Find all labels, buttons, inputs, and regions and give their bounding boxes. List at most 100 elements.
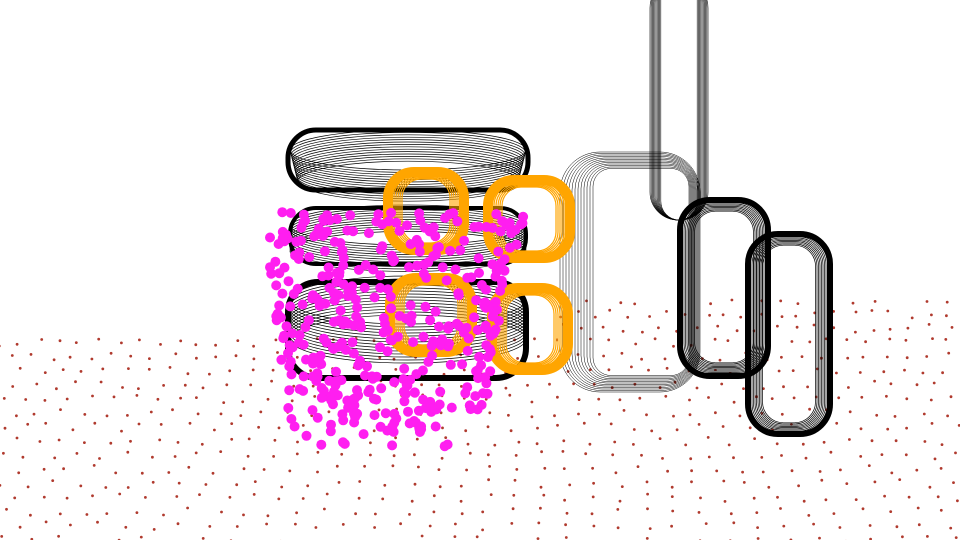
ground-point (782, 385, 785, 389)
ground-point (236, 339, 240, 342)
ground-point (915, 468, 919, 472)
ground-point (618, 499, 622, 503)
ground-point (327, 410, 331, 414)
sampled-point (323, 262, 334, 273)
ground-point (648, 315, 651, 318)
ground-point (922, 412, 926, 416)
ground-point (316, 470, 319, 474)
ground-point (658, 437, 662, 440)
sampled-point (418, 268, 429, 279)
ground-point (10, 354, 14, 357)
sampled-point (307, 405, 318, 416)
ground-point (437, 383, 441, 387)
sampled-point (428, 222, 439, 233)
ground-point (779, 299, 783, 303)
sampled-point (363, 387, 374, 398)
ground-point (653, 337, 657, 341)
sampled-point (316, 439, 327, 450)
ground-point (949, 395, 953, 399)
ground-point (854, 330, 857, 334)
ground-point (957, 424, 960, 427)
sampled-point (399, 396, 410, 407)
ground-point (582, 421, 586, 425)
ground-point (493, 443, 497, 447)
sampled-point (326, 395, 337, 406)
ground-point (253, 480, 257, 483)
ground-point (533, 337, 536, 341)
ground-point (273, 438, 277, 442)
grasp-ring (505, 294, 555, 364)
ground-point (854, 498, 858, 501)
sampled-point (385, 291, 396, 302)
sampled-point (324, 375, 335, 386)
ground-point (779, 507, 782, 510)
ground-point (21, 455, 25, 459)
ground-point (271, 368, 275, 372)
ground-point (641, 330, 644, 334)
ground-point (394, 368, 398, 371)
ground-point (632, 443, 635, 446)
ground-point (690, 469, 693, 473)
disk-ring (293, 146, 523, 188)
ground-point (614, 471, 618, 475)
ground-point (579, 326, 583, 330)
ground-point (0, 535, 4, 538)
sampled-point (450, 264, 461, 275)
sampled-point (420, 403, 431, 414)
ground-point (93, 421, 97, 425)
ground-point (40, 338, 44, 341)
ground-point (234, 354, 238, 358)
ground-point (59, 408, 62, 411)
ground-point (672, 344, 675, 348)
ground-point (295, 511, 298, 515)
ground-point (509, 429, 513, 433)
ground-point (0, 344, 1, 348)
ground-point (883, 494, 886, 498)
sampled-point (404, 262, 414, 273)
sampled-point (378, 313, 389, 323)
ground-point (74, 380, 77, 384)
ground-point (475, 535, 479, 539)
ground-point (83, 413, 87, 416)
sampled-point (334, 315, 345, 326)
ground-point (930, 313, 933, 317)
ground-point (44, 520, 48, 524)
sampled-point (297, 299, 308, 310)
ground-point (947, 351, 951, 355)
ground-point (806, 385, 809, 389)
ground-point (905, 426, 908, 430)
ground-point (917, 523, 921, 527)
ground-point (265, 522, 268, 526)
ground-point (488, 411, 492, 415)
ground-point (120, 429, 123, 433)
sampled-point (461, 322, 472, 333)
ground-point (43, 399, 47, 402)
sampled-point (335, 238, 346, 248)
block-outline (562, 153, 700, 391)
sampled-point (430, 306, 441, 317)
ground-point (55, 387, 58, 391)
ground-point (882, 370, 886, 374)
sampled-point (285, 208, 296, 218)
ground-point (42, 495, 46, 499)
ground-point (105, 512, 109, 515)
ground-point (194, 451, 198, 455)
ground-point (211, 471, 215, 475)
ground-point (720, 382, 724, 386)
ground-point (301, 497, 305, 500)
sampled-point (462, 345, 473, 356)
ground-point (535, 442, 539, 446)
ground-point (219, 450, 223, 453)
grasp-ring-edge (483, 175, 575, 263)
sampled-point (310, 292, 321, 303)
ground-point (52, 358, 56, 362)
ground-point (151, 455, 154, 459)
ground-point (306, 484, 310, 488)
ground-point (645, 413, 648, 417)
ground-point (873, 300, 877, 303)
sampled-point (474, 351, 485, 362)
ground-point (732, 456, 735, 460)
ground-point (354, 512, 357, 516)
ground-point (707, 396, 710, 399)
ground-point (944, 338, 948, 341)
